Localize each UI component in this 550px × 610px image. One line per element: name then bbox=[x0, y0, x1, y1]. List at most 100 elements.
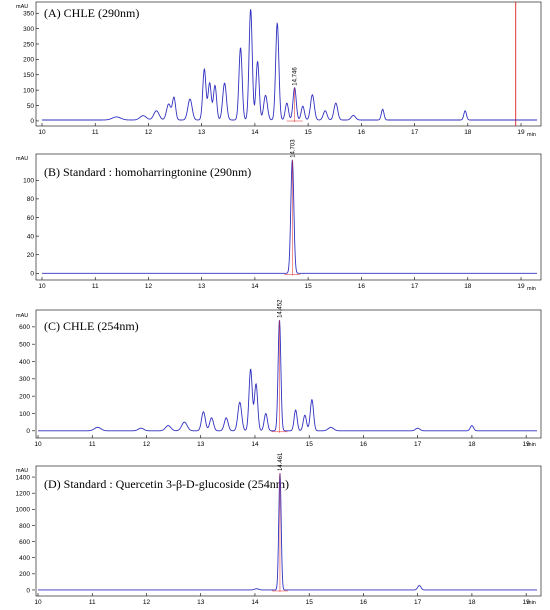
x-tick-label: 11 bbox=[89, 599, 96, 606]
x-tick-label: 12 bbox=[143, 441, 151, 448]
chromatogram-panel-c: mAU min (C) CHLE (254nm) 10 11 12 13 14 15 16 1… bbox=[16, 299, 542, 448]
x-tick-label: 16 bbox=[358, 283, 366, 290]
x-tick-label: 12 bbox=[145, 129, 153, 136]
panel-title: (A) CHLE (290nm) bbox=[44, 6, 139, 20]
panel-title: (D) Standard : Quercetin 3-β-D-glucoside… bbox=[44, 477, 289, 491]
y-tick-label: 150 bbox=[23, 72, 34, 79]
y-unit-label: mAU bbox=[16, 468, 28, 474]
y-tick-label: 200 bbox=[23, 57, 34, 64]
y-tick-label: 50 bbox=[27, 103, 35, 110]
trace-layer: 14.461 bbox=[38, 452, 537, 592]
chromatogram-panel-b: mAU min (B) Standard : homoharringtonine… bbox=[16, 139, 542, 292]
chromatogram-panel-a: mAU min (A) CHLE (290nm) 10 11 12 13 14 15 16 1… bbox=[16, 1, 542, 138]
plot-frame bbox=[35, 309, 542, 439]
x-tick-label: 16 bbox=[360, 441, 368, 448]
panel-title: (C) CHLE (254nm) bbox=[44, 319, 139, 333]
x-tick-label: 15 bbox=[305, 283, 313, 290]
x-tick-label: 19 bbox=[523, 441, 531, 448]
x-tick-label: 19 bbox=[517, 129, 525, 136]
x-tick-label: 15 bbox=[306, 599, 314, 606]
x-tick-label: 10 bbox=[34, 599, 42, 606]
x-unit-label: min bbox=[527, 286, 536, 292]
chromatogram-trace bbox=[38, 320, 537, 432]
x-tick-label: 10 bbox=[38, 283, 46, 290]
y-tick-label: 1000 bbox=[16, 507, 31, 514]
x-tick-label: 19 bbox=[517, 283, 525, 290]
y-tick-label: 20 bbox=[27, 252, 35, 259]
peak-retention-label: 14.703 bbox=[290, 139, 296, 158]
axis-ticks: 10 11 12 13 14 15 16 17 18 19 0 50 100 150 200 250 300 35… bbox=[23, 11, 525, 136]
y-tick-label: 100 bbox=[23, 87, 34, 94]
x-tick-label: 16 bbox=[360, 599, 368, 606]
y-tick-label: 350 bbox=[23, 11, 34, 18]
plot-frame bbox=[35, 465, 542, 597]
x-tick-label: 17 bbox=[411, 283, 419, 290]
y-tick-label: 400 bbox=[19, 555, 30, 562]
x-unit-label: min bbox=[527, 442, 536, 448]
y-unit-label: mAU bbox=[16, 313, 28, 319]
y-tick-label: 200 bbox=[19, 393, 30, 400]
x-tick-label: 11 bbox=[89, 441, 96, 448]
trace-layer: 14.703 bbox=[42, 139, 537, 276]
y-tick-label: 0 bbox=[30, 271, 34, 278]
y-tick-label: 80 bbox=[27, 196, 35, 203]
chromatogram-trace bbox=[42, 159, 537, 274]
y-unit-label: mAU bbox=[16, 156, 28, 162]
x-tick-label: 15 bbox=[305, 129, 313, 136]
y-tick-label: 0 bbox=[26, 587, 30, 594]
y-tick-label: 300 bbox=[23, 26, 34, 33]
x-tick-label: 14 bbox=[251, 129, 259, 136]
y-tick-label: 500 bbox=[19, 341, 30, 348]
x-tick-label: 14 bbox=[251, 441, 259, 448]
x-tick-label: 12 bbox=[143, 599, 151, 606]
y-tick-label: 400 bbox=[19, 359, 30, 366]
y-tick-label: 800 bbox=[19, 523, 30, 530]
y-tick-label: 0 bbox=[26, 428, 30, 435]
chromatogram-trace bbox=[42, 9, 537, 121]
x-tick-label: 17 bbox=[411, 129, 419, 136]
x-unit-label: min bbox=[527, 132, 536, 138]
y-tick-label: 60 bbox=[27, 215, 35, 222]
x-tick-label: 18 bbox=[464, 283, 472, 290]
x-tick-label: 11 bbox=[92, 283, 99, 290]
x-tick-label: 17 bbox=[414, 441, 422, 448]
trace-layer: 14.746 bbox=[42, 2, 537, 126]
x-tick-label: 16 bbox=[358, 129, 366, 136]
x-tick-label: 18 bbox=[468, 599, 476, 606]
chromatogram-trace bbox=[38, 473, 537, 591]
y-unit-label: mAU bbox=[16, 4, 28, 10]
axis-ticks: 10 11 12 13 14 15 16 17 18 19 0 20 40 60 80 100 bbox=[23, 178, 525, 290]
y-tick-label: 1200 bbox=[16, 490, 31, 497]
x-unit-label: min bbox=[527, 600, 536, 606]
y-tick-label: 300 bbox=[19, 376, 30, 383]
y-tick-label: 1400 bbox=[16, 474, 31, 481]
x-tick-label: 12 bbox=[145, 283, 153, 290]
axis-ticks: 10 11 12 13 14 15 16 17 18 19 0 200 400 600 800 1000 120… bbox=[16, 474, 531, 606]
y-tick-label: 600 bbox=[19, 324, 30, 331]
peak-retention-label: 14.746 bbox=[293, 67, 299, 86]
plot-frame bbox=[35, 153, 542, 281]
plot-frame bbox=[35, 1, 542, 127]
y-tick-label: 200 bbox=[19, 571, 30, 578]
x-tick-label: 18 bbox=[468, 441, 476, 448]
x-tick-label: 19 bbox=[523, 599, 531, 606]
x-tick-label: 13 bbox=[198, 129, 206, 136]
y-tick-label: 100 bbox=[23, 178, 34, 185]
y-tick-label: 100 bbox=[19, 411, 30, 418]
panel-title: (B) Standard : homoharringtonine (290nm) bbox=[44, 165, 251, 179]
axis-ticks: 10 11 12 13 14 15 16 17 18 19 0 100 200 300 400 500 600 bbox=[19, 324, 530, 448]
x-tick-label: 18 bbox=[464, 129, 472, 136]
peak-retention-label: 14.452 bbox=[277, 299, 283, 318]
chromatogram-panel-d: mAU min (D) Standard : Quercetin 3-β-D-g… bbox=[16, 452, 542, 606]
x-tick-label: 13 bbox=[198, 283, 206, 290]
x-tick-label: 10 bbox=[38, 129, 46, 136]
x-tick-label: 13 bbox=[197, 441, 205, 448]
y-tick-label: 600 bbox=[19, 539, 30, 546]
y-tick-label: 0 bbox=[30, 118, 34, 125]
y-tick-label: 40 bbox=[27, 233, 35, 240]
x-tick-label: 17 bbox=[414, 599, 422, 606]
x-tick-label: 13 bbox=[197, 599, 205, 606]
x-tick-label: 14 bbox=[251, 283, 259, 290]
x-tick-label: 14 bbox=[251, 599, 259, 606]
